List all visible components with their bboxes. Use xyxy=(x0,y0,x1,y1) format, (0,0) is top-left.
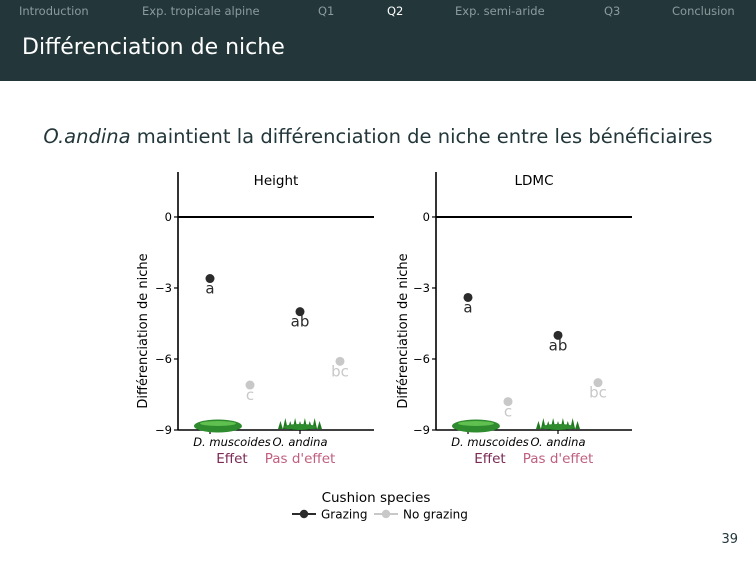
legend-marker-1 xyxy=(381,509,391,519)
nav-item-exp-semi-aride[interactable]: Exp. semi-aride xyxy=(455,4,545,18)
significance-letter-0-0-1: ab xyxy=(291,313,310,331)
cushion-mound-highlight-icon-1-0 xyxy=(458,421,494,426)
data-point-0-0-1 xyxy=(295,307,305,317)
data-point-0-1-0 xyxy=(245,380,255,390)
frame-title-bar: Différenciation de niche xyxy=(0,23,756,81)
legend-title: Cushion species xyxy=(322,490,431,506)
nav-item-exp-tropicale-alpine[interactable]: Exp. tropicale alpine xyxy=(142,4,260,18)
data-point-1-1-1 xyxy=(593,378,603,388)
y-tick-label-1-0: 0 xyxy=(423,210,430,224)
significance-letter-0-1-0: c xyxy=(246,386,254,404)
data-point-1-1-0 xyxy=(503,397,513,407)
cushion-mound-highlight-icon-0-0 xyxy=(200,421,236,426)
y-tick-label-0-0: 0 xyxy=(165,210,172,224)
cushion-rosette-base-icon-0-1 xyxy=(284,424,316,430)
significance-letter-0-1-1: bc xyxy=(331,362,349,380)
legend-label-1: No grazing xyxy=(403,508,468,522)
legend-label-0: Grazing xyxy=(321,508,367,522)
y-axis-label-0: Différenciation de niche xyxy=(136,253,151,408)
y-tick-label-0-2: −6 xyxy=(155,352,172,366)
legend-marker-0 xyxy=(299,509,309,519)
slide-headline: O.andina maintient la différenciation de… xyxy=(0,125,756,148)
x-tick-label-1-0: D. muscoides xyxy=(451,435,529,449)
headline-text: maintient la différenciation de niche en… xyxy=(130,125,713,148)
section-navigation: Introduction Exp. tropicale alpine Q1 Q2… xyxy=(0,0,756,23)
page-number: 39 xyxy=(721,532,738,547)
category-effect-label-0-1: Pas d'effet xyxy=(265,451,336,467)
x-tick-label-0-0: D. muscoides xyxy=(193,435,271,449)
nav-item-q2[interactable]: Q2 xyxy=(387,4,404,18)
data-point-1-0-0 xyxy=(463,292,473,302)
data-point-0-0-0 xyxy=(205,274,215,284)
x-tick-label-1-1: O. andina xyxy=(530,435,585,449)
cushion-rosette-base-icon-1-1 xyxy=(542,424,574,430)
panel-title-0: Height xyxy=(254,173,299,189)
y-tick-label-1-1: −3 xyxy=(413,281,430,295)
nav-item-conclusion[interactable]: Conclusion xyxy=(672,4,735,18)
headline-species: O.andina xyxy=(43,125,131,148)
panel-title-1: LDMC xyxy=(515,173,554,189)
y-tick-label-1-2: −6 xyxy=(413,352,430,366)
data-point-1-0-1 xyxy=(553,330,563,340)
category-effect-label-0-0: Effet xyxy=(216,451,247,467)
frame-title: Différenciation de niche xyxy=(22,35,285,60)
y-tick-label-1-3: −9 xyxy=(413,423,430,437)
y-axis-label-1: Différenciation de niche xyxy=(396,253,411,408)
nav-item-q1[interactable]: Q1 xyxy=(318,4,335,18)
significance-letter-0-0-0: a xyxy=(205,280,214,298)
category-effect-label-1-0: Effet xyxy=(474,451,505,467)
significance-letter-1-0-0: a xyxy=(463,298,472,316)
y-tick-label-0-1: −3 xyxy=(155,281,172,295)
data-point-0-1-1 xyxy=(335,356,345,366)
significance-letter-1-1-1: bc xyxy=(589,384,607,402)
significance-letter-1-1-0: c xyxy=(504,403,512,421)
x-tick-label-0-1: O. andina xyxy=(272,435,327,449)
category-effect-label-1-1: Pas d'effet xyxy=(523,451,594,467)
significance-letter-1-0-1: ab xyxy=(549,336,568,354)
nav-item-q3[interactable]: Q3 xyxy=(604,4,621,18)
y-tick-label-0-3: −9 xyxy=(155,423,172,437)
nav-item-introduction[interactable]: Introduction xyxy=(19,4,89,18)
